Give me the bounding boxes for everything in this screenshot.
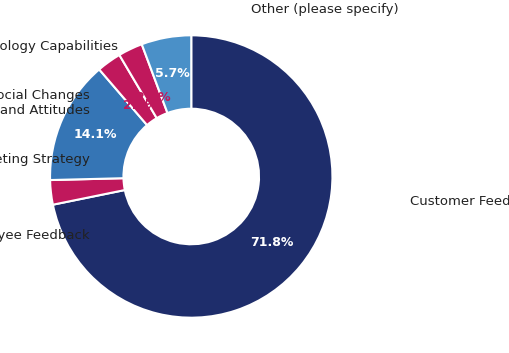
- Text: 14.1%: 14.1%: [74, 127, 117, 140]
- Text: 5.7%: 5.7%: [155, 67, 190, 80]
- Text: 2.8%: 2.8%: [123, 99, 157, 112]
- Wedge shape: [119, 44, 167, 118]
- Wedge shape: [50, 70, 147, 180]
- Text: Employee Feedback: Employee Feedback: [0, 229, 90, 242]
- Text: Other (please specify): Other (please specify): [250, 4, 398, 16]
- Text: Social Changes
and Attitudes: Social Changes and Attitudes: [0, 89, 90, 117]
- Wedge shape: [99, 55, 156, 125]
- Text: 71.8%: 71.8%: [250, 236, 293, 249]
- Wedge shape: [50, 178, 125, 205]
- Text: Marketing Strategy: Marketing Strategy: [0, 153, 90, 166]
- Text: 2.8%: 2.8%: [87, 180, 121, 193]
- Wedge shape: [53, 35, 332, 318]
- Text: Customer Feedback: Customer Feedback: [409, 196, 509, 208]
- Wedge shape: [142, 35, 191, 113]
- Text: Technology Capabilities: Technology Capabilities: [0, 40, 118, 53]
- Text: 2.8%: 2.8%: [136, 91, 171, 104]
